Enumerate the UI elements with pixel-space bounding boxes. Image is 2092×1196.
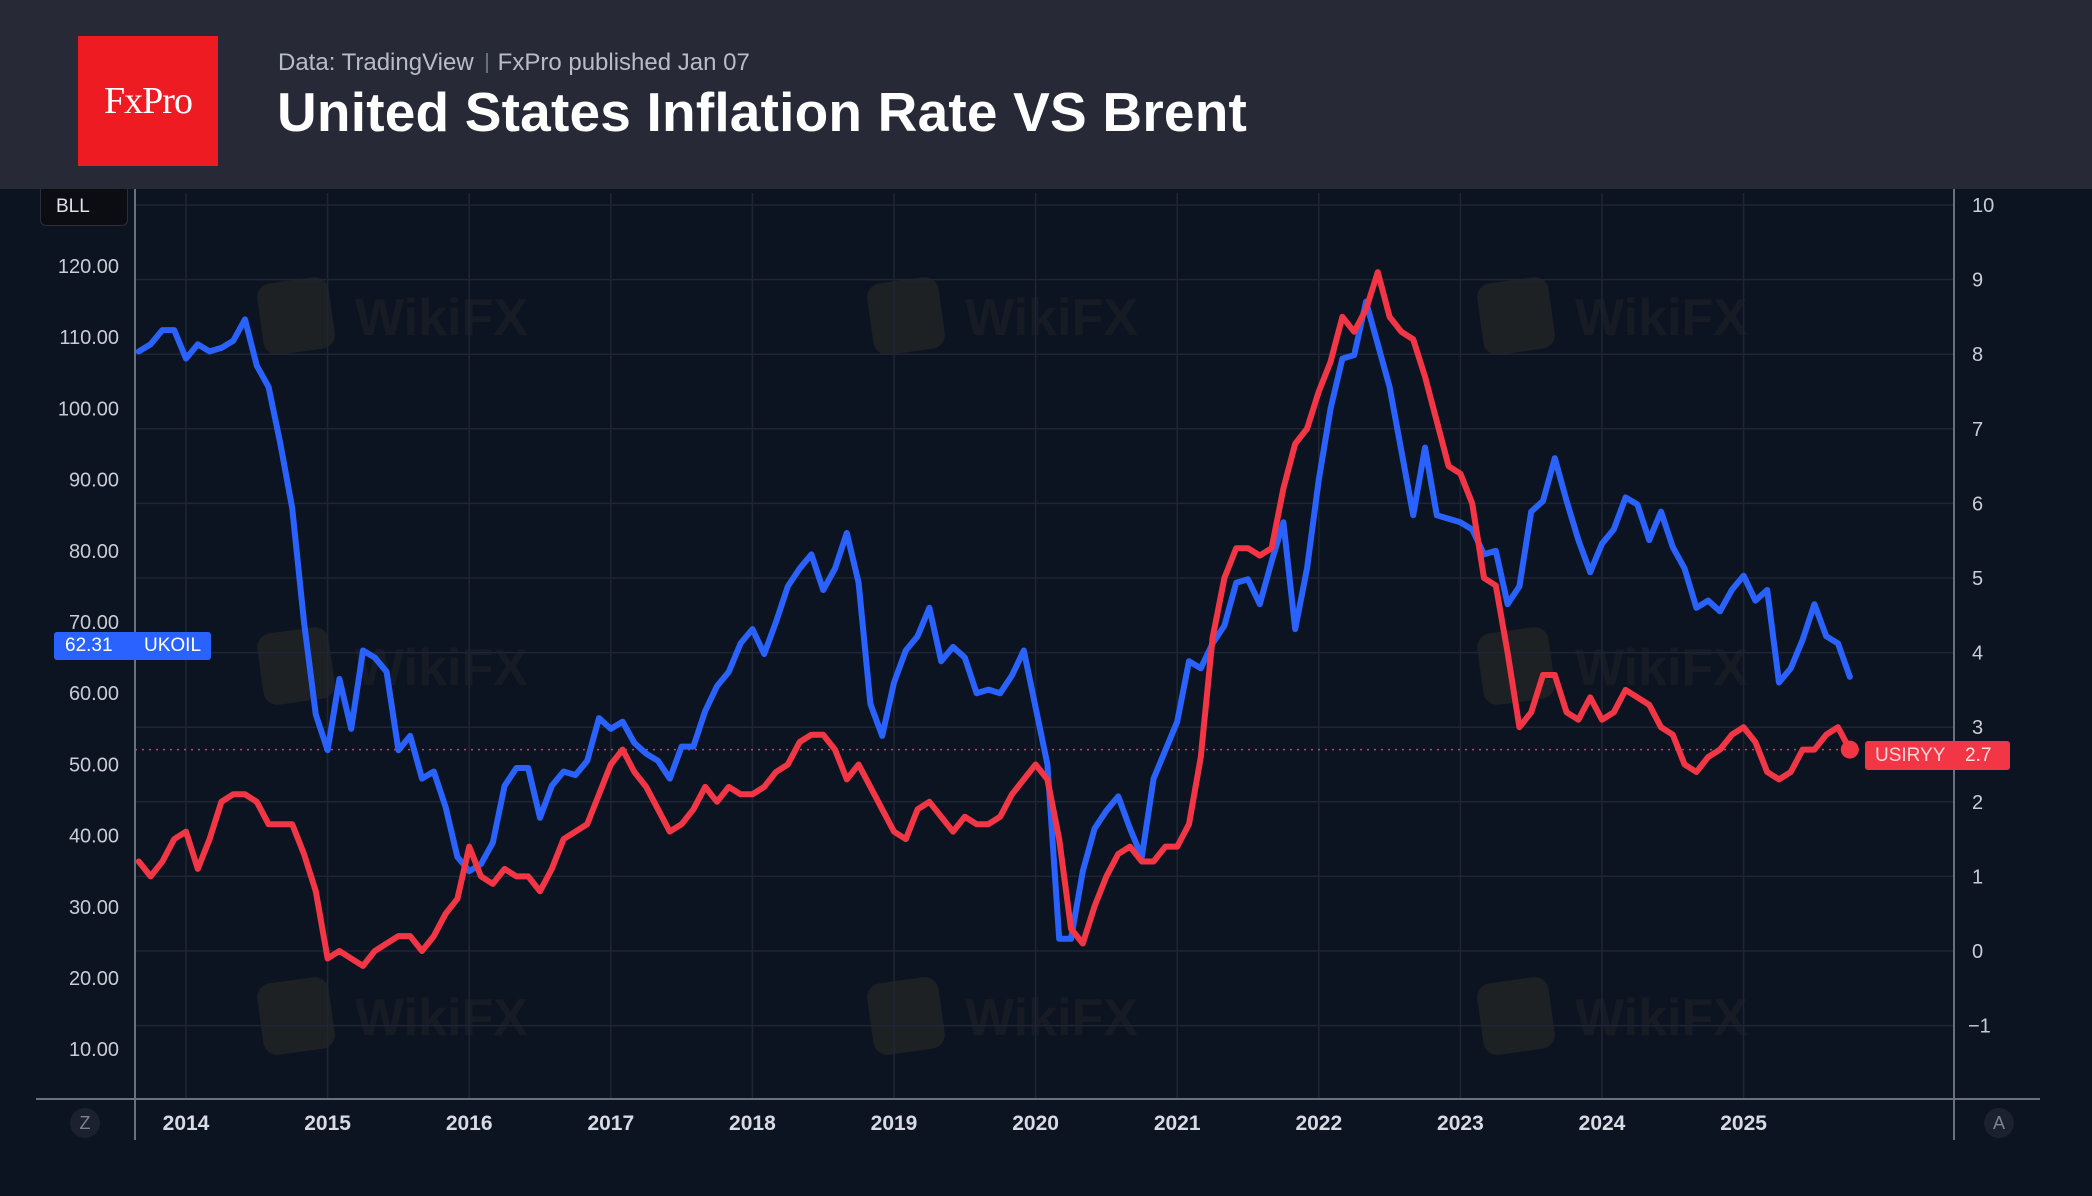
chart-area: WikiFX WikiFX WikiFX WikiFX WikiFX WikiFX Wiki… [0,189,2092,1196]
left-tick-label: 20.00 [69,968,119,990]
logo-text: FxPro [104,80,193,122]
right-tick-label: 4 [1972,643,1983,665]
left-tick-label: 30.00 [69,897,119,919]
x-tick-label: 2023 [1437,1112,1484,1135]
auto-scale-button[interactable]: A [1984,1108,2014,1138]
watermark-logo-icon [867,977,945,1055]
usiryy-last-value: 2.7 [1965,744,1992,766]
ukoil-symbol: UKOIL [144,635,202,656]
subtitle: Data: TradingView FxPro published Jan 07 [278,49,750,77]
x-tick-label: 2018 [729,1112,776,1135]
x-tick-label: 2021 [1154,1112,1201,1135]
ukoil-series-line [135,298,1853,942]
axes [36,189,2040,1140]
right-tick-label: 2 [1972,792,1983,814]
left-tick-label: 80.00 [69,541,119,563]
data-source: Data: TradingView [278,49,474,76]
currency-button[interactable]: BLL [40,189,128,226]
subtitle-divider [485,53,488,73]
x-tick-label: 2017 [587,1112,634,1135]
usiryy-series-line [135,269,1853,969]
left-tick-label: 40.00 [69,826,119,848]
ukoil-last-value: 62.31 [65,635,113,656]
right-tick-label: 0 [1972,941,1983,963]
watermark-text: WikiFX [965,289,1138,347]
x-tick-label: 2024 [1579,1112,1626,1135]
x-tick-label: 2015 [304,1112,351,1135]
grid [135,193,1954,1099]
watermark-logo-icon [1477,977,1555,1055]
watermark-layer: WikiFX WikiFX WikiFX WikiFX WikiFX WikiFX Wiki… [257,277,1748,1055]
usiryy-last-point-marker [1840,740,1859,759]
left-tick-label: 90.00 [69,470,119,492]
left-tick-label: 120.00 [58,256,119,278]
x-tick-label: 2019 [871,1112,918,1135]
x-tick-label: 2025 [1720,1112,1767,1135]
right-tick-label: 1 [1972,866,1983,888]
fxpro-logo: FxPro [78,36,218,166]
watermark-text: WikiFX [1575,989,1748,1047]
watermark-logo-icon [1477,627,1555,705]
usiryy-value-tag: USIRYY 2.7 [1865,741,2010,770]
watermark-text: WikiFX [1575,639,1748,697]
left-tick-label: 70.00 [69,612,119,634]
left-tick-label: 110.00 [59,327,119,349]
watermark-text: WikiFX [355,289,528,347]
x-tick-label: 2016 [446,1112,493,1135]
right-tick-label: 5 [1972,568,1983,590]
x-tick-label: 2020 [1012,1112,1059,1135]
watermark-logo-icon [257,277,335,355]
watermark-logo-icon [867,277,945,355]
zoom-reset-button[interactable]: Z [70,1108,100,1138]
usiryy-symbol: USIRYY [1875,744,1946,766]
publisher-info: FxPro published Jan 07 [497,49,750,76]
x-tick-label: 2022 [1295,1112,1342,1135]
right-tick-label: 8 [1972,344,1983,366]
watermark-text: WikiFX [355,989,528,1047]
right-tick-label: 3 [1972,717,1983,739]
watermark-logo-icon [257,977,335,1055]
watermark-text: WikiFX [965,989,1138,1047]
tick-labels: 10.00 20.00 30.00 40.00 50.00 60.00 70.00 80.00… [58,195,1994,1135]
series-lines [135,269,1862,969]
right-tick-label: 10 [1972,195,1994,217]
watermark-logo-icon [257,627,335,705]
x-tick-label: 2014 [163,1112,210,1135]
watermark-text: WikiFX [1575,289,1748,347]
ukoil-price-tag: 62.31 UKOIL [54,632,211,660]
right-tick-label: −1 [1968,1016,1991,1038]
right-tick-label: 6 [1972,493,1983,515]
left-tick-label: 50.00 [69,754,119,776]
header: FxPro Data: TradingView FxPro published … [0,0,2092,189]
chart-svg: WikiFX WikiFX WikiFX WikiFX WikiFX WikiFX Wiki… [36,189,2040,1140]
right-tick-label: 9 [1972,270,1983,292]
left-tick-label: 60.00 [69,683,119,705]
left-tick-label: 100.00 [58,398,119,420]
left-tick-label: 10.00 [69,1039,119,1061]
chart-title: United States Inflation Rate VS Brent [277,81,1248,143]
watermark-logo-icon [1477,277,1555,355]
right-tick-label: 7 [1972,419,1983,441]
